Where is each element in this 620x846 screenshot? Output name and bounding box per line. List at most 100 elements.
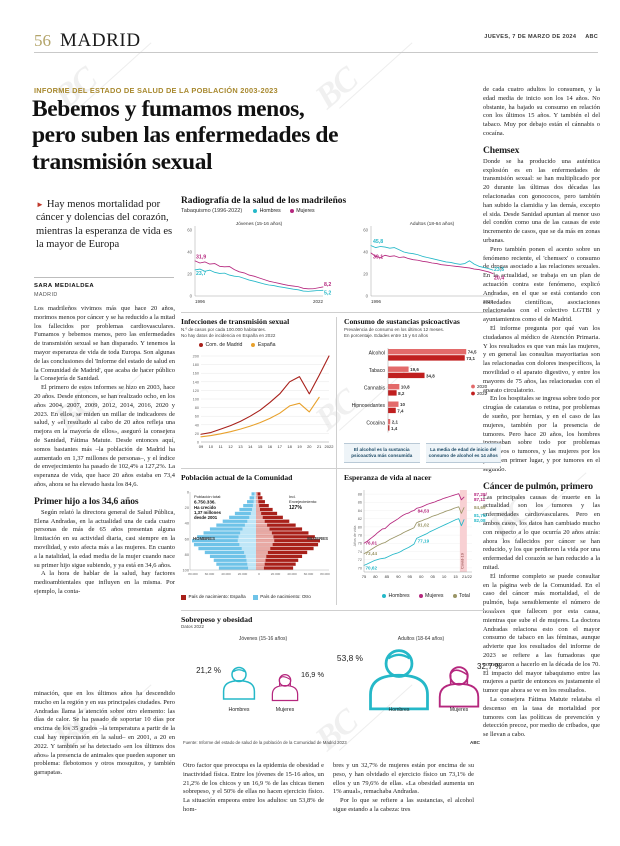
sti-chart-title: Infecciones de transmisión sexual [181, 317, 290, 326]
svg-text:8,2: 8,2 [324, 282, 331, 288]
svg-text:40: 40 [187, 250, 192, 255]
svg-text:127%: 127% [289, 505, 302, 511]
body-paragraph: Según relató la directora general de Sal… [34, 508, 175, 569]
svg-text:82: 82 [358, 517, 362, 521]
svg-text:78: 78 [358, 534, 362, 538]
legend-item-hombres: Hombres [382, 593, 410, 599]
svg-text:0: 0 [258, 572, 260, 576]
svg-text:0: 0 [190, 294, 193, 299]
svg-text:40: 40 [363, 250, 368, 255]
svg-text:140: 140 [193, 380, 199, 384]
svg-text:Covid-19: Covid-19 [460, 552, 465, 569]
svg-text:20: 20 [187, 272, 192, 277]
summary-text: Hay menos mortalidad por cáncer y dolenc… [36, 199, 173, 251]
obesity-block: Sobrepeso y obesidad Datos 2022 Jóvenes … [181, 615, 502, 721]
svg-text:20,4: 20,4 [494, 276, 504, 282]
svg-text:60: 60 [185, 536, 190, 541]
svg-text:60.000: 60.000 [304, 572, 314, 576]
svg-text:21,2 %: 21,2 % [196, 666, 221, 675]
body-paragraph: Por lo que se refiere a las sustancias, … [333, 797, 474, 813]
svg-text:Hombres: Hombres [228, 707, 249, 713]
svg-text:17: 17 [278, 444, 283, 449]
svg-text:74,5: 74,5 [468, 349, 477, 354]
sti-legend: Com. de Madrid España [199, 342, 331, 348]
svg-text:23,5: 23,5 [494, 267, 504, 273]
svg-text:Hombres: Hombres [388, 707, 409, 713]
svg-text:Ha crecido: Ha crecido [194, 505, 216, 510]
body-column-2: minación, que en los últimos años ha des… [34, 690, 175, 778]
life-expectancy-legend: Hombres Mujeres Total [382, 593, 501, 599]
svg-text:87,11: 87,11 [474, 497, 486, 502]
body-paragraph: Las principales causas de muerte en la a… [483, 493, 600, 572]
svg-text:21: 21 [317, 444, 322, 449]
svg-text:2022: 2022 [483, 299, 494, 304]
svg-text:2022: 2022 [477, 391, 488, 396]
legend-item-espana: España [251, 342, 276, 348]
callout-alcohol-start-age: La media de edad de inicio del consumo d… [425, 442, 501, 463]
svg-text:60.000: 60.000 [205, 572, 215, 576]
svg-text:95: 95 [408, 574, 413, 579]
svg-text:81,02: 81,02 [418, 523, 430, 528]
population-pyramid-chart: 100 80 60 40 20 0 80.000 60.000 40.000 20.000 0 20.… [181, 484, 331, 592]
svg-text:1,4: 1,4 [391, 426, 398, 431]
svg-text:Alcohol: Alcohol [369, 350, 385, 356]
infographic: Radiografía de la salud de los madrileño… [181, 196, 504, 713]
svg-text:82,08: 82,08 [474, 518, 486, 523]
svg-text:86: 86 [358, 501, 362, 505]
population-chart-title: Población actual de la Comunidad [181, 473, 293, 482]
svg-text:80: 80 [195, 406, 199, 410]
svg-text:73,1: 73,1 [466, 356, 475, 361]
svg-text:10: 10 [400, 402, 406, 407]
body-paragraph: de cada cuatro adultos lo consumen, y la… [483, 86, 600, 137]
svg-text:53,8 %: 53,8 % [337, 653, 364, 663]
article-kicker: INFORME DEL ESTADO DE SALUD DE LA POBLAC… [34, 86, 278, 95]
svg-text:70: 70 [358, 566, 362, 570]
svg-text:32,7 %: 32,7 % [477, 662, 502, 671]
body-column-4: bres y un 32,7% de mujeres están por enc… [333, 762, 474, 815]
svg-text:100: 100 [183, 568, 190, 573]
svg-text:1996: 1996 [195, 299, 206, 304]
svg-text:84,69: 84,69 [474, 505, 486, 510]
body-paragraph: bres y un 32,7% de mujeres están por enc… [333, 762, 474, 796]
svg-text:84: 84 [358, 509, 362, 513]
legend-item-total: Total [452, 593, 470, 599]
obesity-chart-title: Sobrepeso y obesidad [181, 615, 253, 624]
svg-text:87,28/: 87,28/ [474, 492, 487, 497]
svg-text:05: 05 [430, 574, 435, 579]
svg-text:desde 2001: desde 2001 [194, 515, 218, 520]
infographic-credit: ABC [470, 740, 480, 745]
body-paragraph: El informe pregunta por qué van los ciud… [483, 325, 600, 394]
body-paragraph: minación, que en los últimos años ha des… [34, 690, 175, 777]
svg-text:80: 80 [185, 552, 190, 557]
svg-text:77,19: 77,19 [418, 538, 430, 543]
svg-text:1,37 millones: 1,37 millones [194, 510, 222, 515]
population-block: Población actual de la Comunidad 100 80 60… [181, 473, 331, 600]
svg-text:19,6: 19,6 [410, 367, 419, 372]
svg-text:Jóvenes (15-16 años): Jóvenes (15-16 años) [236, 221, 283, 227]
body-paragraph: El informe completo se puede consultar e… [483, 572, 600, 695]
svg-text:45,8: 45,8 [373, 239, 383, 245]
obesity-chart-subtitle: Datos 2022 [181, 624, 205, 629]
svg-text:80.000: 80.000 [188, 572, 198, 576]
svg-text:14: 14 [248, 444, 253, 449]
svg-text:Adultos (18-64 años): Adultos (18-64 años) [398, 636, 445, 642]
svg-text:Envejecimiento:: Envejecimiento: [289, 499, 317, 504]
smoking-legend: Hombres Mujeres [253, 208, 315, 214]
svg-text:21/22: 21/22 [462, 574, 473, 579]
section-name: MADRID [60, 30, 141, 51]
svg-text:5,2: 5,2 [324, 290, 331, 296]
smoking-chart-title: Tabaquismo (1996-2022) [181, 208, 243, 214]
svg-text:40.000: 40.000 [221, 572, 231, 576]
svg-text:2022: 2022 [325, 444, 335, 449]
svg-text:85: 85 [385, 574, 390, 579]
sti-chart-note: N.º de casos por cada 100.000 habitantes… [181, 327, 276, 338]
masthead: 56 MADRID [34, 30, 141, 52]
page-folio: 56 [34, 31, 51, 50]
svg-text:20.000: 20.000 [271, 572, 281, 576]
svg-text:23,7: 23,7 [196, 271, 206, 277]
svg-text:Mujeres: Mujeres [450, 707, 469, 713]
body-paragraph: Donde se ha producido una auténtica expl… [483, 157, 600, 245]
svg-text:12: 12 [228, 444, 233, 449]
svg-text:74: 74 [358, 550, 362, 554]
svg-text:10: 10 [442, 574, 447, 579]
